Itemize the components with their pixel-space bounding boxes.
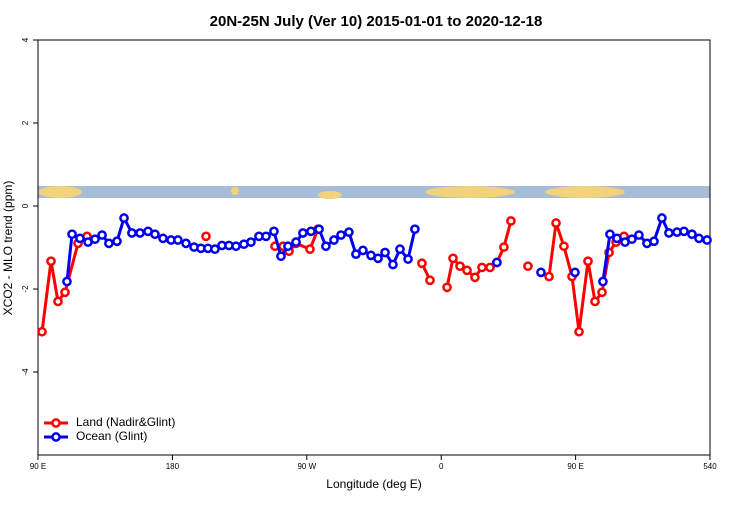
data-point <box>158 233 168 244</box>
data-point <box>291 237 301 247</box>
data-point <box>283 241 293 252</box>
data-point <box>605 229 615 240</box>
data-point <box>67 229 77 240</box>
x-tick-label: 0 <box>439 462 444 471</box>
data-point <box>246 237 256 247</box>
y-tick-label: -4 <box>21 368 30 376</box>
data-point <box>119 213 129 223</box>
data-point <box>679 226 689 237</box>
data-point <box>477 262 487 273</box>
data-point <box>470 272 480 283</box>
plot-frame <box>37 39 711 456</box>
data-point <box>314 224 324 235</box>
data-point <box>410 224 420 235</box>
data-point <box>574 326 584 337</box>
legend-marker <box>51 418 61 428</box>
data-point <box>597 287 607 298</box>
data-point <box>590 296 600 307</box>
data-point <box>559 241 569 252</box>
data-point <box>455 261 465 272</box>
data-point <box>536 267 546 278</box>
chart-title: 20N-25N July (Ver 10) 2015-01-01 to 2020… <box>210 13 543 30</box>
data-point <box>75 233 85 244</box>
legend: Land (Nadir&Glint)Ocean (Glint) <box>44 415 175 443</box>
data-point <box>544 271 554 282</box>
data-point <box>373 253 383 264</box>
data-point <box>181 238 191 249</box>
x-axis-label: Longitude (deg E) <box>326 477 421 491</box>
data-point <box>37 326 47 337</box>
data-point <box>570 267 580 278</box>
data-point <box>694 233 704 244</box>
data-point <box>276 251 286 262</box>
data-point <box>417 258 427 269</box>
data-point <box>104 238 114 249</box>
data-point <box>351 249 361 259</box>
data-point <box>127 228 137 238</box>
data-point <box>687 229 697 240</box>
x-tick-label: 90 E <box>567 462 583 471</box>
x-tick-label: 90 E <box>30 462 46 471</box>
data-point <box>305 244 315 255</box>
data-point <box>173 235 183 245</box>
legend-label: Land (Nadir&Glint) <box>76 415 175 429</box>
data-point <box>62 276 72 287</box>
data-point <box>485 262 495 273</box>
data-point <box>598 276 608 287</box>
data-point <box>380 247 390 258</box>
data-point <box>425 275 435 286</box>
data-point <box>612 233 622 244</box>
y-tick-label: 4 <box>21 37 30 42</box>
data-point <box>60 287 70 298</box>
data-point <box>388 259 398 270</box>
data-point <box>358 245 368 256</box>
data-point <box>583 256 593 267</box>
data-point <box>506 216 516 226</box>
data-point <box>649 236 659 247</box>
x-tick-label: 540 <box>703 462 717 471</box>
data-point <box>269 226 279 237</box>
legend-label: Ocean (Glint) <box>76 429 147 443</box>
data-point <box>403 254 413 264</box>
data-point <box>657 213 667 223</box>
data-point <box>329 235 339 245</box>
y-tick-label: 0 <box>21 203 30 208</box>
data-point <box>135 228 145 238</box>
data-point <box>448 253 458 264</box>
data-point <box>231 241 241 252</box>
x-tick-label: 90 W <box>297 462 316 471</box>
data-point <box>551 218 561 228</box>
data-point <box>702 235 712 245</box>
data-point <box>395 244 405 255</box>
data-point <box>664 228 674 238</box>
y-axis-label: XCO2 - MLO trend (ppm) <box>1 181 15 316</box>
data-point <box>306 226 316 237</box>
data-point <box>97 230 107 240</box>
map-strip <box>38 186 710 199</box>
legend-marker <box>51 432 61 442</box>
data-point <box>344 227 354 237</box>
data-point <box>321 241 331 252</box>
data-point <box>46 256 56 267</box>
data-point <box>634 230 644 240</box>
data-point <box>112 236 122 247</box>
data-point <box>523 261 533 272</box>
data-point <box>261 231 271 242</box>
data-point <box>150 229 160 240</box>
data-point <box>462 265 472 276</box>
data-point <box>336 230 346 240</box>
data-point <box>492 257 502 268</box>
x-tick-label: 180 <box>166 462 180 471</box>
y-tick-label: 2 <box>21 120 30 125</box>
data-point <box>53 296 63 307</box>
data-point <box>210 244 220 255</box>
data-point <box>298 228 308 238</box>
data-point <box>499 242 509 252</box>
data-point <box>627 234 637 245</box>
data-point <box>442 282 452 293</box>
data-point <box>90 234 100 245</box>
data-point <box>201 231 211 242</box>
y-tick-label: -2 <box>21 285 30 293</box>
